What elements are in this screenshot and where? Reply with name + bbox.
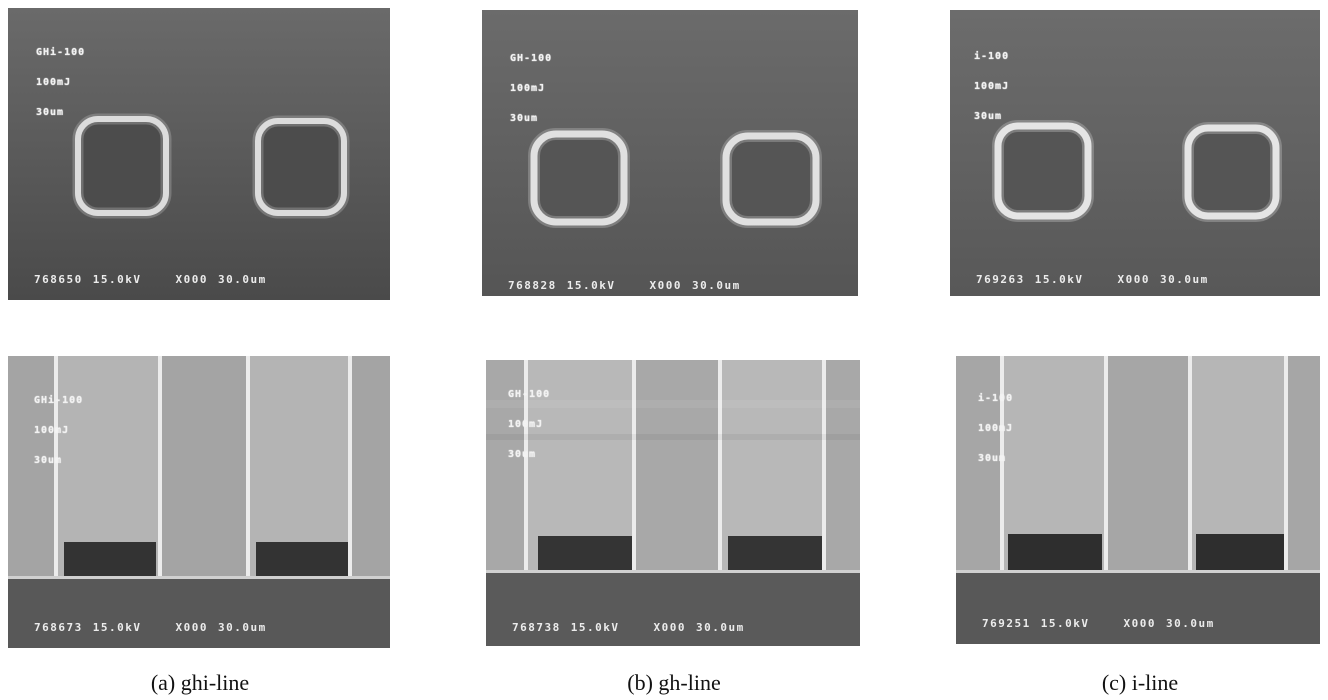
label-line-1: GH-100 [508,389,551,400]
magnification: X000 [175,621,208,634]
magnification: X000 [175,273,208,286]
sample-label: i-100 100mJ 30um [978,374,1020,484]
label-line-1: GH-100 [510,53,553,64]
sem-image-c-top: i-100 100mJ 30um 769263 15.0kV X000 30.0… [950,10,1320,296]
accel-voltage: 15.0kV [92,621,142,634]
sem-databar: 768673 15.0kV X000 30.0um [8,621,390,634]
label-line-2: 100mJ [36,77,72,88]
accel-voltage: 15.0kV [570,621,620,634]
sem-image-a-top: GHi-100 100mJ 30um 768650 15.0kV X000 30… [8,8,390,300]
accel-voltage: 15.0kV [1034,273,1084,286]
magnification: X000 [653,621,686,634]
sem-image-c-bottom: i-100 100mJ 30um 769251 15.0kV X000 30.0… [956,356,1320,644]
sample-label: i-100 100mJ 30um [974,32,1016,142]
label-line-2: 100mJ [978,423,1014,434]
scale-bar-text: 30.0um [218,273,267,286]
label-line-3: 30um [34,455,63,466]
image-id: 769263 [976,273,1025,286]
accel-voltage: 15.0kV [566,279,616,292]
label-line-3: 30um [510,113,539,124]
sample-label: GHi-100 100mJ 30um [36,28,85,138]
label-line-1: i-100 [974,51,1010,62]
scale-bar-text: 30.0um [1166,617,1215,630]
caption-a: (a) ghi-line [150,670,250,695]
magnification: X000 [1117,273,1150,286]
label-line-1: i-100 [978,393,1014,404]
image-id: 768828 [508,279,557,292]
sample-label: GH-100 100mJ 30um [508,370,550,480]
label-line-3: 30um [978,453,1007,464]
sem-databar: 769263 15.0kV X000 30.0um [950,273,1320,286]
accel-voltage: 15.0kV [92,273,142,286]
magnification: X000 [1123,617,1156,630]
image-id: 769251 [982,617,1031,630]
sem-databar: 769251 15.0kV X000 30.0um [956,617,1320,630]
sample-label: GH-100 100mJ 30um [510,34,552,144]
label-line-1: GHi-100 [34,395,84,406]
label-line-3: 30um [508,449,537,460]
magnification: X000 [649,279,682,292]
sem-image-b-bottom: GH-100 100mJ 30um 768738 15.0kV X000 30.… [486,360,860,646]
sem-image-a-bottom: GHi-100 100mJ 30um 768673 15.0kV X000 30… [8,356,390,648]
sem-databar: 768828 15.0kV X000 30.0um [482,279,858,292]
label-line-3: 30um [36,107,65,118]
scale-bar-text: 30.0um [218,621,267,634]
sem-image-b-top: GH-100 100mJ 30um 768828 15.0kV X000 30.… [482,10,858,296]
image-id: 768673 [34,621,83,634]
scale-bar-text: 30.0um [692,279,741,292]
label-line-3: 30um [974,111,1003,122]
label-line-2: 100mJ [510,83,546,94]
scale-bar-text: 30.0um [696,621,745,634]
accel-voltage: 15.0kV [1040,617,1090,630]
caption-b: (b) gh-line [627,670,721,695]
label-line-2: 100mJ [508,419,544,430]
label-line-2: 100mJ [34,425,70,436]
caption-c: (c) i-line [1101,670,1179,695]
label-line-2: 100mJ [974,81,1010,92]
label-line-1: GHi-100 [36,47,86,58]
image-id: 768738 [512,621,561,634]
image-id: 768650 [34,273,83,286]
sample-label: GHi-100 100mJ 30um [34,376,83,486]
scale-bar-text: 30.0um [1160,273,1209,286]
sem-databar: 768650 15.0kV X000 30.0um [8,273,390,286]
sem-databar: 768738 15.0kV X000 30.0um [486,621,860,634]
